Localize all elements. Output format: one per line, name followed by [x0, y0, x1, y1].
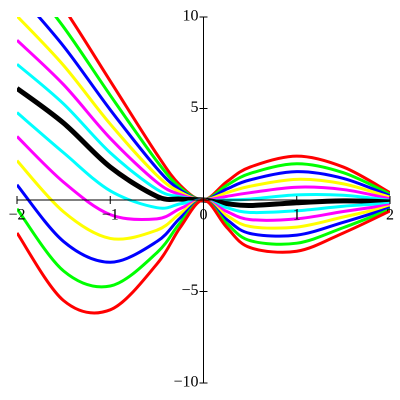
x-tick-label: −1: [102, 207, 119, 224]
x-tick-label: 2: [386, 207, 394, 224]
x-tick-label: 0: [200, 207, 208, 224]
x-tick-label: −2: [8, 207, 25, 224]
y-tick-label: 10: [183, 8, 199, 25]
x-tick-label: 1: [293, 207, 301, 224]
y-tick-label: −10: [173, 374, 198, 391]
y-tick-label: −5: [181, 282, 198, 299]
y-tick-label: 5: [191, 99, 199, 116]
